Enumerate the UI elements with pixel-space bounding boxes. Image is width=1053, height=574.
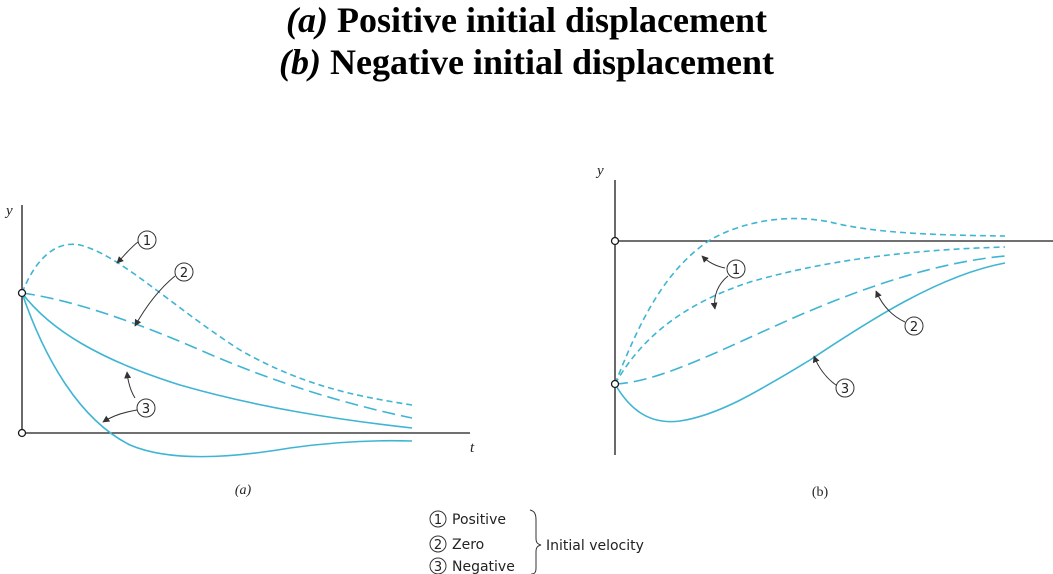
panel-b-curve-positive-inner (614, 246, 1006, 385)
title-a-marker: (a) (286, 0, 328, 40)
panel-b-callout-3-number: 3 (841, 382, 849, 397)
panel-a-callout-1 (137, 230, 157, 250)
panel-b-callout-2 (904, 316, 924, 336)
panel-b-callout-1-number: 1 (732, 263, 740, 278)
panel-b-origin-point (610, 236, 620, 246)
legend: 1 Positive 2 Zero 3 Negative Initial vel… (429, 509, 644, 574)
panel-a-curve-negative (21, 292, 413, 458)
legend-item-2-label: Zero (452, 537, 484, 553)
title-line-b: (b) Negative initial displacement (0, 42, 1053, 82)
panel-b-curve-zero (614, 255, 1006, 385)
panel-b-caption: (b) (812, 485, 829, 500)
panel-b-callout-2-number: 2 (910, 320, 918, 335)
panel-b-callout-1 (726, 259, 746, 279)
panel-b-pointer-1-lower (710, 275, 729, 310)
panel-a-callout-3 (136, 398, 156, 418)
legend-item-3-circle (429, 557, 447, 574)
panel-a-curve-solid-upper (21, 292, 413, 429)
panel-a-curve-zero (21, 292, 413, 419)
panel-a-callout-1-number: 1 (143, 234, 151, 249)
panel-a-caption: (a) (235, 483, 252, 498)
panel-a-t-label: t (470, 440, 475, 456)
title-a-text: Positive initial displacement (337, 0, 767, 40)
panel-a-pointer-1 (116, 241, 139, 264)
panel-b-pointer-1-upper (701, 255, 726, 269)
panel-a-pointer-3-lower (102, 409, 138, 423)
panel-a-y-label: y (4, 203, 13, 219)
panel-a-initial-point (17, 288, 27, 298)
legend-item-1-number: 1 (434, 513, 442, 528)
title-b-text: Negative initial displacement (330, 42, 774, 82)
legend-item-2-number: 2 (434, 538, 442, 553)
panel-b-pointer-2 (875, 290, 906, 323)
legend-item-1-circle (429, 510, 447, 528)
panel-a-callout-2 (174, 262, 194, 282)
legend-item-2-circle (429, 535, 447, 553)
panel-b-y-label: y (595, 163, 604, 179)
panel-b-pointer-3 (812, 355, 837, 386)
panel-a-origin-point (17, 428, 27, 438)
panel-a-callout-2-number: 2 (180, 266, 188, 281)
legend-item-1-label: Positive (452, 512, 506, 528)
panel-a-pointer-3-upper (124, 371, 136, 399)
panel-b-curve-positive (614, 217, 1006, 385)
panel-b-initial-point (610, 379, 620, 389)
legend-item-3-label: Negative (452, 559, 515, 574)
panel-a-curve-positive (21, 243, 413, 406)
panel-a: y t 1 2 3 (a) (4, 203, 475, 498)
panel-b-curve-negative (614, 262, 1006, 423)
title-line-a: (a) Positive initial displacement (0, 0, 1053, 40)
panel-b-callout-3 (835, 378, 855, 398)
title-b-marker: (b) (279, 42, 322, 82)
panel-a-callout-3-number: 3 (142, 402, 150, 417)
legend-group-label: Initial velocity (546, 538, 644, 554)
panel-a-pointer-2 (134, 275, 176, 327)
legend-brace (529, 509, 542, 574)
panel-b: y 1 2 3 (b) (595, 163, 1053, 500)
legend-item-3-number: 3 (434, 560, 442, 574)
